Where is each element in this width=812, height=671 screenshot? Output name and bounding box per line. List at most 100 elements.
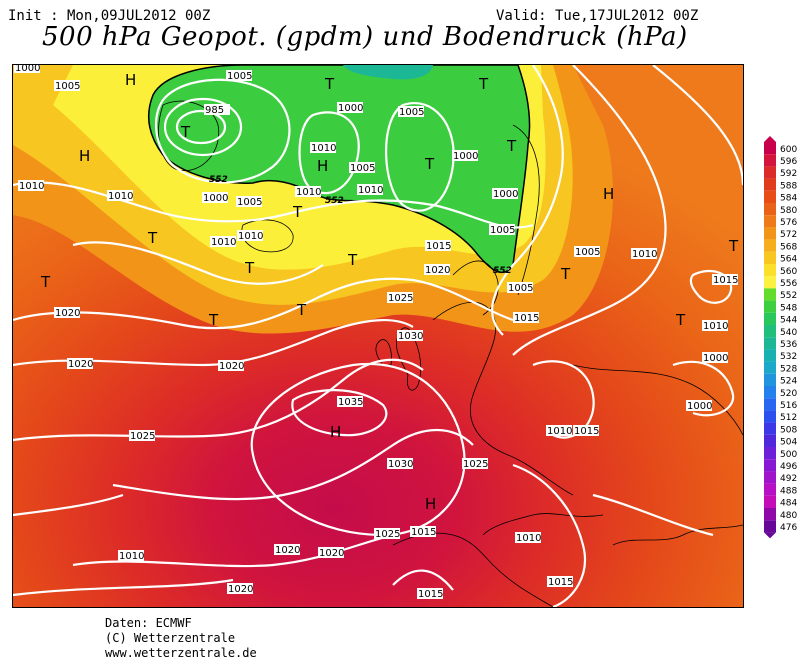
isobar-label-box xyxy=(546,425,572,436)
isobar-label-box xyxy=(425,240,451,251)
legend-value: 544 xyxy=(780,316,797,326)
isobar-label: 1000 xyxy=(493,189,518,200)
legend-value: 564 xyxy=(780,255,797,265)
isobars xyxy=(13,65,743,607)
high-pressure-marker: H xyxy=(330,423,341,441)
legend-value: 480 xyxy=(780,511,797,521)
isobar-label-box xyxy=(237,230,263,241)
legend-swatch xyxy=(764,166,776,179)
legend-value: 524 xyxy=(780,377,797,387)
legend-value: 572 xyxy=(780,230,797,240)
isobar-label: 1010 xyxy=(19,181,44,192)
isobar-label: 1000 xyxy=(687,401,712,412)
legend-swatch xyxy=(764,215,776,228)
website-link[interactable]: www.wetterzentrale.de xyxy=(105,646,257,660)
legend-value: 500 xyxy=(780,450,797,460)
legend-value: 580 xyxy=(780,206,797,216)
isobar-label-box xyxy=(574,246,600,257)
isobar-label-box xyxy=(236,196,262,207)
legend-value: 516 xyxy=(780,401,797,411)
isobar-label-box xyxy=(218,360,244,371)
legend-value: 528 xyxy=(780,364,797,374)
isobar-label-box xyxy=(492,188,518,199)
low-pressure-marker: T xyxy=(208,311,219,329)
low-pressure-marker: T xyxy=(244,259,255,277)
legend-value: 592 xyxy=(780,169,797,179)
isobar-label-box xyxy=(513,312,539,323)
isobar-label-box xyxy=(410,526,436,537)
isobar-label-box xyxy=(54,80,80,91)
isobar-label: 1015 xyxy=(418,589,443,600)
isobar-label: 1015 xyxy=(426,241,451,252)
isobar-label: 1020 xyxy=(228,584,253,595)
isobar-label: 1010 xyxy=(311,143,336,154)
legend-swatch xyxy=(764,203,776,216)
high-pressure-marker: H xyxy=(79,147,90,165)
isobar-label-box xyxy=(387,292,413,303)
low-pressure-marker: T xyxy=(347,251,358,269)
isobar-label: 1010 xyxy=(238,231,263,242)
isobar-label-box xyxy=(702,320,728,331)
isobar-label: 1000 xyxy=(703,353,728,364)
isobar-label: 1000 xyxy=(453,151,478,162)
isobar-label: 1005 xyxy=(237,197,262,208)
legend-value: 552 xyxy=(780,291,797,301)
legend-value: 504 xyxy=(780,438,797,448)
low-pressure-marker: T xyxy=(324,75,335,93)
isobar-label-box xyxy=(515,532,541,543)
isobar-label: 1035 xyxy=(338,397,363,408)
isobar-label-box xyxy=(452,150,478,161)
legend-value: 520 xyxy=(780,389,797,399)
isobar-label: 1015 xyxy=(548,577,573,588)
legend-swatch xyxy=(764,264,776,277)
low-pressure-marker: T xyxy=(296,301,307,319)
isobar-label-box xyxy=(337,102,363,113)
isobar-label: 1000 xyxy=(338,103,363,114)
isobar-label: 1005 xyxy=(55,81,80,92)
weather-map: 552 552 552 1000 1005 1005 1010 1010 1005 1000… xyxy=(12,64,744,608)
isobar-label: 1020 xyxy=(68,359,93,370)
isobar-label: 1030 xyxy=(398,331,423,342)
isobar-label: 1005 xyxy=(490,225,515,236)
isobar-label: 1015 xyxy=(411,527,436,538)
high-pressure-marker: H xyxy=(425,495,436,513)
legend-cap-bottom xyxy=(764,532,776,539)
legend-value: 556 xyxy=(780,279,797,289)
isobar-label: 1015 xyxy=(574,426,599,437)
legend-swatch xyxy=(764,361,776,374)
legend-swatch xyxy=(764,508,776,521)
legend-value: 476 xyxy=(780,523,797,533)
band-cyan xyxy=(343,65,433,80)
isobar-label-box xyxy=(18,180,44,191)
legend-value: 508 xyxy=(780,425,797,435)
isobar-label: 1025 xyxy=(130,431,155,442)
isobar-label-box xyxy=(337,396,363,407)
isobar-label: 1000 xyxy=(203,193,228,204)
isobar-label-box xyxy=(702,352,728,363)
isobar-label: 1010 xyxy=(108,191,133,202)
isobar-label-box xyxy=(398,106,424,117)
init-time: Init : Mon,09JUL2012 00Z xyxy=(8,8,211,24)
isobar-label: 1025 xyxy=(463,459,488,470)
legend-swatch xyxy=(764,251,776,264)
low-pressure-marker: T xyxy=(424,155,435,173)
isobar-label: 1025 xyxy=(375,529,400,540)
legend-swatch xyxy=(764,178,776,191)
low-pressure-marker: T xyxy=(560,265,571,283)
legend-value: 560 xyxy=(780,267,797,277)
isobar-label-box xyxy=(349,162,375,173)
low-pressure-marker: T xyxy=(147,229,158,247)
legend-value: 536 xyxy=(780,340,797,350)
isobar-label: 1010 xyxy=(516,533,541,544)
valid-time: Valid: Tue,17JUL2012 00Z xyxy=(496,8,699,24)
isobar-label-box xyxy=(462,458,488,469)
low-pressure-marker: T xyxy=(478,75,489,93)
legend-value: 484 xyxy=(780,499,797,509)
isobar-label: 1005 xyxy=(399,107,424,118)
legend-swatch xyxy=(764,337,776,350)
isobar-label: 1015 xyxy=(514,313,539,324)
geopotential-label: 552 xyxy=(493,266,512,276)
isobar-label: 1005 xyxy=(508,283,533,294)
band-green xyxy=(147,65,531,274)
